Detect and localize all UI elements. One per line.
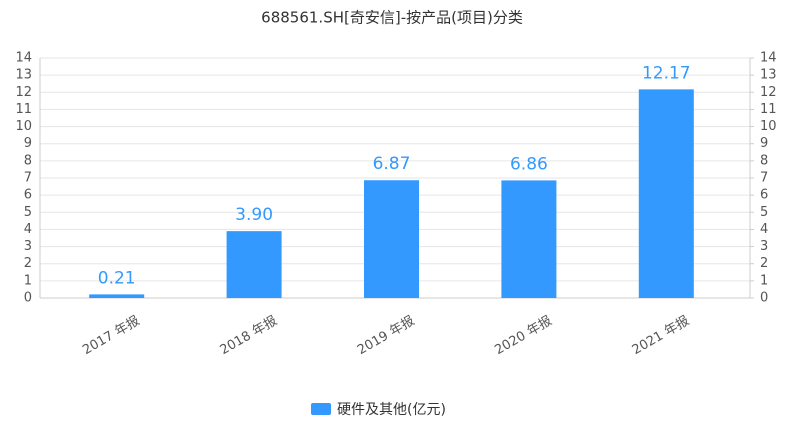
y2-tick-label: 3 (760, 239, 768, 254)
y-tick-label: 9 (24, 136, 32, 151)
value-label: 6.86 (510, 154, 548, 174)
y-tick-label: 10 (15, 119, 32, 134)
x-tick-label: 2021 年报 (630, 314, 692, 359)
bar (226, 231, 282, 298)
bar (501, 180, 557, 298)
y2-tick-label: 10 (760, 119, 777, 134)
y2-tick-label: 2 (760, 256, 768, 271)
y-tick-label: 14 (15, 51, 32, 66)
value-label: 6.87 (373, 154, 411, 174)
legend-swatch (311, 403, 331, 415)
y2-tick-label: 0 (760, 291, 768, 306)
legend-label: 硬件及其他(亿元) (337, 402, 446, 418)
y2-tick-label: 6 (760, 188, 768, 203)
bar (364, 180, 419, 298)
y2-tick-label: 8 (760, 153, 768, 168)
y-tick-label: 2 (24, 256, 32, 271)
y-tick-label: 7 (24, 171, 32, 186)
y2-tick-label: 7 (760, 171, 768, 186)
y-tick-label: 11 (15, 102, 32, 117)
chart-title: 688561.SH[奇安信]-按产品(项目)分类 (261, 9, 523, 27)
y-tick-label: 6 (24, 188, 32, 203)
value-label: 12.17 (642, 63, 691, 83)
y2-tick-label: 1 (760, 273, 768, 288)
value-label: 0.21 (98, 268, 136, 288)
x-tick-label: 2017 年报 (80, 314, 142, 359)
y2-tick-label: 14 (760, 51, 777, 66)
y-tick-label: 3 (24, 239, 32, 254)
x-tick-label: 2020 年报 (492, 314, 554, 359)
y2-tick-label: 9 (760, 136, 768, 151)
y-tick-label: 4 (24, 222, 32, 237)
y-tick-label: 8 (24, 153, 32, 168)
y-tick-label: 5 (24, 205, 32, 220)
value-label: 3.90 (235, 205, 273, 225)
y2-tick-label: 12 (760, 85, 777, 100)
y2-tick-label: 11 (760, 102, 777, 117)
y2-tick-label: 13 (760, 68, 777, 83)
y2-tick-label: 5 (760, 205, 768, 220)
y-tick-label: 0 (24, 291, 32, 306)
x-tick-label: 2018 年报 (218, 314, 280, 359)
y-tick-label: 13 (15, 68, 32, 83)
bar (89, 294, 145, 298)
bar (638, 89, 694, 298)
y2-tick-label: 4 (760, 222, 768, 237)
y-tick-label: 1 (24, 273, 32, 288)
y-tick-label: 12 (15, 85, 32, 100)
x-tick-label: 2019 年报 (355, 314, 417, 359)
